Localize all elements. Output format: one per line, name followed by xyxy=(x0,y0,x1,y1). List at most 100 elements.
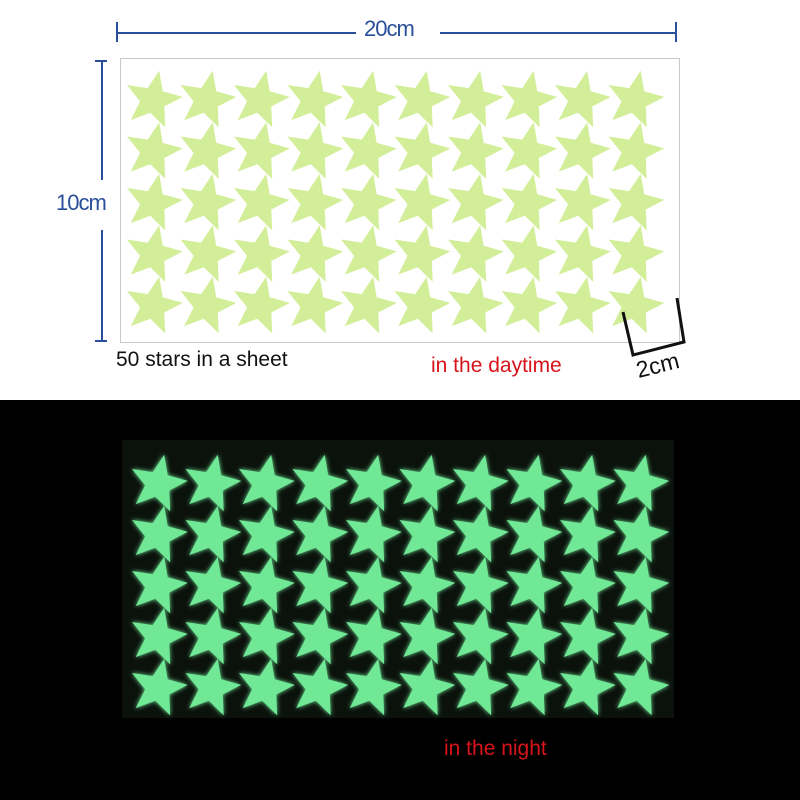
star-sticker xyxy=(399,454,456,512)
star-sticker xyxy=(127,225,183,282)
star-sticker xyxy=(180,122,237,179)
star-size-bracket xyxy=(621,297,686,357)
star-sticker xyxy=(506,607,563,665)
star-sticker xyxy=(239,658,295,716)
star-sticker xyxy=(292,454,349,512)
star-sticker xyxy=(608,173,665,231)
night-stars xyxy=(132,454,670,716)
star-sticker xyxy=(448,70,504,128)
star-sticker xyxy=(448,122,504,179)
star-sticker xyxy=(127,122,183,179)
star-sticker xyxy=(608,70,665,128)
width-dimension-tick xyxy=(116,22,118,42)
star-sticker xyxy=(127,70,183,128)
star-sticker xyxy=(608,276,665,334)
star-sticker xyxy=(346,556,402,614)
star-sticker xyxy=(180,225,237,282)
star-sticker xyxy=(608,122,665,179)
star-sticker xyxy=(555,70,611,128)
star-sticker xyxy=(613,454,670,512)
star-sticker xyxy=(234,70,290,128)
height-label: 10cm xyxy=(56,190,107,215)
star-sticker xyxy=(506,556,563,614)
star-sticker xyxy=(394,173,451,231)
star-sticker xyxy=(234,122,290,179)
star-sticker xyxy=(341,225,397,282)
star-sticker xyxy=(448,276,504,334)
star-sticker xyxy=(399,658,456,716)
star-sticker xyxy=(394,122,451,179)
star-sticker xyxy=(341,173,397,231)
star-sticker xyxy=(560,658,616,716)
daytime-panel: 20cm 10cm 2cm 50 stars in a sheet in the… xyxy=(56,16,686,383)
star-sticker xyxy=(613,658,670,716)
star-sticker xyxy=(185,658,242,716)
star-sticker xyxy=(555,225,611,282)
star-sticker xyxy=(185,505,242,563)
star-sticker xyxy=(292,658,349,716)
night-caption: in the night xyxy=(444,737,547,760)
star-sticker xyxy=(292,607,349,665)
star-sticker xyxy=(234,225,290,282)
star-sticker xyxy=(394,70,451,128)
star-sticker xyxy=(127,173,183,231)
star-sticker xyxy=(346,658,402,716)
star-sticker xyxy=(613,556,670,614)
star-sticker xyxy=(555,122,611,179)
star-sticker xyxy=(287,122,344,179)
star-sticker xyxy=(448,225,504,282)
star-sticker xyxy=(613,505,670,563)
star-sticker xyxy=(608,225,665,282)
star-sticker xyxy=(448,173,504,231)
daytime-caption: in the daytime xyxy=(431,354,562,377)
star-sticker xyxy=(341,276,397,334)
star-sticker xyxy=(453,556,509,614)
star-sticker xyxy=(346,505,402,563)
star-sticker xyxy=(239,607,295,665)
star-sticker xyxy=(506,658,563,716)
star-sticker xyxy=(287,70,344,128)
star-sticker xyxy=(394,276,451,334)
star-sticker xyxy=(560,454,616,512)
width-dimension-line-left xyxy=(116,32,356,34)
star-sticker xyxy=(555,276,611,334)
star-sticker xyxy=(234,173,290,231)
star-sticker xyxy=(132,658,188,716)
star-sticker xyxy=(453,658,509,716)
height-dimension-line-top xyxy=(101,60,103,180)
star-sticker xyxy=(394,225,451,282)
star-sticker xyxy=(132,454,188,512)
width-dimension-line-right xyxy=(440,32,676,34)
star-sticker xyxy=(555,173,611,231)
star-sticker xyxy=(341,70,397,128)
star-sticker xyxy=(287,225,344,282)
star-sticker xyxy=(346,454,402,512)
star-sticker xyxy=(287,276,344,334)
star-sticker xyxy=(501,276,558,334)
star-sticker xyxy=(180,276,237,334)
star-sticker xyxy=(560,505,616,563)
daytime-stars xyxy=(127,70,665,334)
star-sticker xyxy=(560,607,616,665)
star-sticker xyxy=(185,607,242,665)
star-sticker xyxy=(453,607,509,665)
star-sticker xyxy=(506,505,563,563)
star-count-caption: 50 stars in a sheet xyxy=(116,348,288,371)
star-sticker xyxy=(132,556,188,614)
star-sticker xyxy=(501,122,558,179)
star-sticker xyxy=(501,225,558,282)
star-sticker xyxy=(453,505,509,563)
star-sticker xyxy=(292,505,349,563)
star-sticker xyxy=(346,607,402,665)
star-sticker xyxy=(399,505,456,563)
star-sticker xyxy=(501,70,558,128)
night-panel: in the night xyxy=(0,400,800,800)
star-sticker xyxy=(560,556,616,614)
height-dimension-tick xyxy=(95,60,107,62)
star-sticker xyxy=(239,505,295,563)
star-sticker xyxy=(132,505,188,563)
star-sticker xyxy=(180,70,237,128)
width-label: 20cm xyxy=(364,16,415,41)
star-sticker xyxy=(180,173,237,231)
star-sticker xyxy=(185,556,242,614)
